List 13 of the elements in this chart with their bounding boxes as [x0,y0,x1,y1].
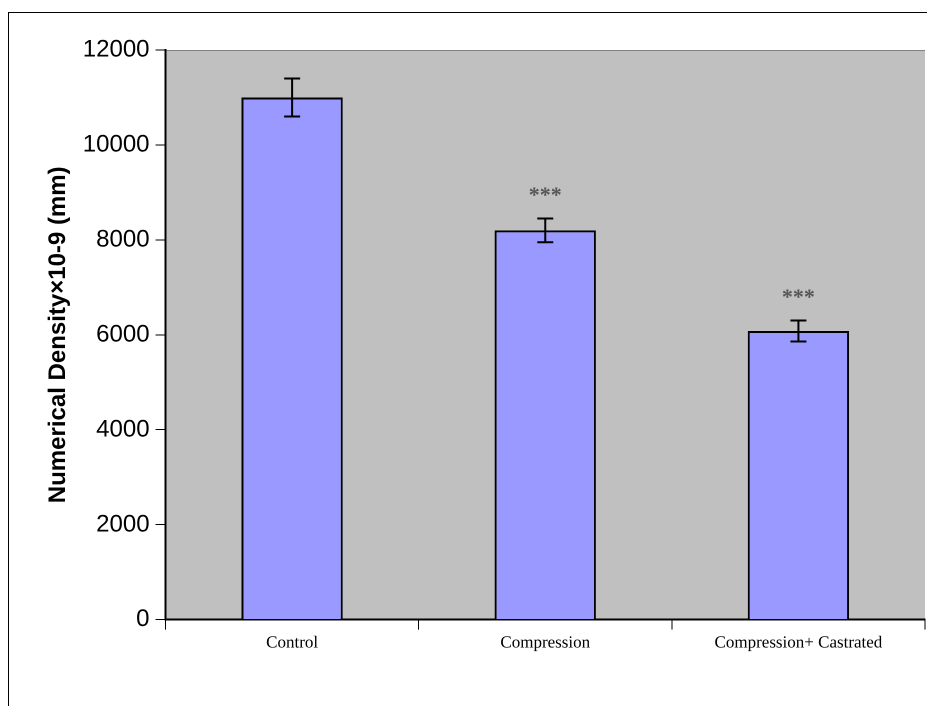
x-tick-label: Compression+ Castrated [714,632,883,652]
y-tick-label: 10000 [82,130,150,158]
y-tick-label: 4000 [96,415,150,442]
y-tick-label: 2000 [96,510,150,538]
y-tick-label: 6000 [96,320,150,348]
annotation: *** [782,284,815,310]
x-tick-label: Control [266,632,318,652]
y-axis-title: Numerical Density×10-9 (mm) [44,166,72,504]
x-tick-label: Compression [500,632,591,652]
y-tick-label: 8000 [96,225,150,252]
y-tick-label: 12000 [82,36,150,63]
annotation: *** [528,182,562,208]
y-tick-label: 0 [136,605,150,632]
